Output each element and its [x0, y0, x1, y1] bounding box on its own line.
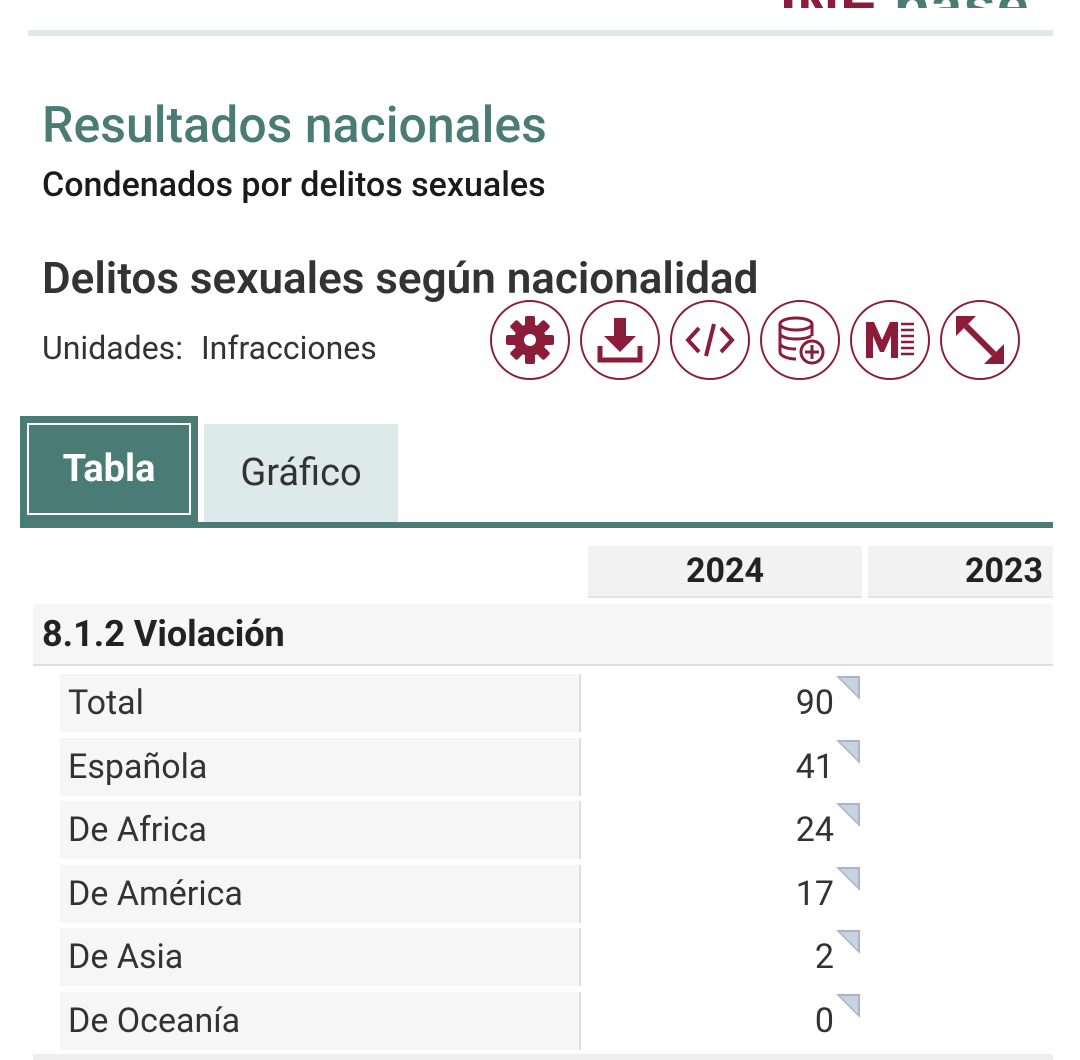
settings-button[interactable] — [490, 300, 570, 380]
column-header-2023[interactable]: 2023 — [868, 546, 1053, 598]
cell-value: 90 — [795, 683, 834, 723]
group-header: 8.1.2 Violación — [33, 604, 1053, 666]
table-row: De Asia 2 — [60, 928, 1053, 986]
database-add-icon — [778, 316, 825, 365]
logo-part-base: base — [894, 0, 1030, 8]
tab-grafico-label: Gráfico — [240, 451, 362, 495]
units-line: Unidades: Infracciones — [42, 326, 377, 370]
row-label: De Asia — [60, 928, 581, 986]
row-label: De América — [60, 865, 581, 923]
tab-underline — [20, 522, 1053, 528]
row-label: Total — [60, 674, 581, 732]
row-label: Española — [60, 738, 581, 796]
tab-tabla[interactable]: Tabla — [20, 416, 198, 522]
row-label: De Africa — [60, 801, 581, 859]
units-label: Unidades: — [42, 329, 183, 367]
download-button[interactable] — [580, 300, 660, 380]
cell-note-icon[interactable] — [836, 867, 860, 891]
add-to-database-button[interactable] — [760, 300, 840, 380]
page-subtitle: Condenados por delitos sexuales — [42, 165, 546, 205]
ine-base-logo[interactable]: INE base — [780, 0, 1030, 8]
units-value: Infracciones — [200, 329, 377, 367]
cell-note-icon[interactable] — [836, 676, 860, 700]
cell-note-icon[interactable] — [836, 930, 860, 954]
top-divider — [28, 30, 1053, 36]
column-header-2024[interactable]: 2024 — [588, 546, 862, 598]
table-row: De Africa 24 — [60, 801, 1053, 859]
cell-value: 17 — [795, 874, 834, 914]
logo-part-ine: INE — [780, 0, 880, 8]
embed-code-button[interactable] — [670, 300, 750, 380]
cell-value: 0 — [814, 1001, 834, 1041]
code-icon — [685, 323, 735, 357]
table-bottom-border — [33, 1054, 1053, 1060]
table-toolbar — [490, 300, 1020, 384]
row-label: De Oceanía — [60, 992, 581, 1050]
page-title: Resultados nacionales — [42, 97, 547, 155]
cell-note-icon[interactable] — [836, 740, 860, 764]
table-row: De Oceanía 0 — [60, 992, 1053, 1050]
cell-value: 41 — [795, 747, 834, 787]
gear-icon — [506, 316, 554, 364]
tab-grafico[interactable]: Gráfico — [204, 424, 398, 522]
table-row: Total 90 — [60, 674, 1053, 732]
metadata-icon — [866, 322, 914, 358]
cell-value: 2 — [814, 937, 834, 977]
cell-note-icon[interactable] — [836, 803, 860, 827]
table-row: Española 41 — [60, 738, 1053, 796]
table-title: Delitos sexuales según nacionalidad — [42, 252, 759, 304]
expand-icon — [956, 316, 1004, 364]
cell-value: 24 — [795, 810, 834, 850]
fullscreen-button[interactable] — [940, 300, 1020, 380]
tab-focus-ring — [27, 423, 191, 515]
table-row: De América 17 — [60, 865, 1053, 923]
cell-note-icon[interactable] — [836, 994, 860, 1018]
tab-tabla-label: Tabla — [62, 447, 156, 491]
download-icon — [597, 318, 643, 363]
metadata-button[interactable] — [850, 300, 930, 380]
